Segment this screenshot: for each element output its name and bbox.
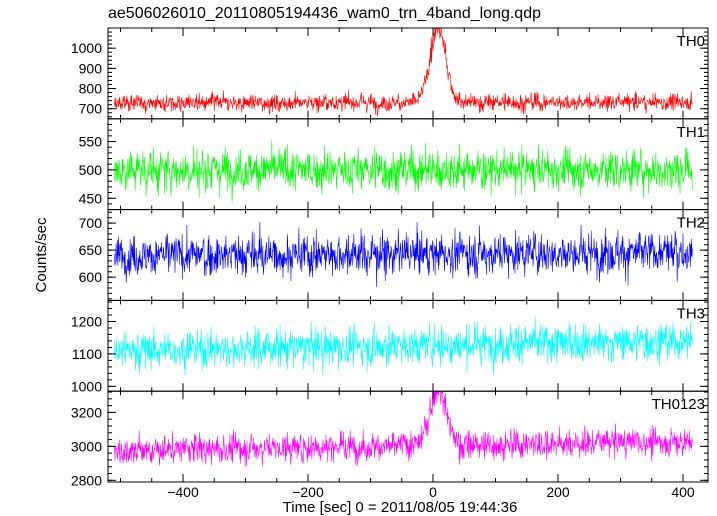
x-tick-label: 200 [546,484,570,500]
panel-frame [107,390,709,483]
y-tick-label: 3000 [71,438,102,454]
y-tick-label: 1200 [71,313,102,329]
y-tick-label: 650 [79,242,103,258]
panel-label-th2: TH2 [677,215,705,232]
y-axis-label: Counts/sec [33,217,50,293]
chart-title: ae506026010_20110805194436_wam0_trn_4ban… [108,5,541,22]
y-tick-label: 700 [79,101,103,117]
panel-frame [107,118,709,211]
y-tick-label: 1100 [72,346,102,362]
panel-th0: 700 800 900 1000 TH0 [71,27,709,120]
y-tick-label: 1000 [71,40,102,56]
series-line-th3 [113,316,693,376]
series-line-th0 [113,28,693,116]
y-tick-label: 600 [79,269,103,285]
panel-label-th0123: TH0123 [652,396,705,413]
panel-th2: 600 650 700 TH2 [79,209,709,301]
y-tick-label: 800 [79,81,103,97]
series-line-th0123 [113,391,693,467]
y-tick-label: 900 [79,60,103,76]
x-tick-label: −200 [292,484,324,500]
y-tick-label: 550 [79,134,103,150]
y-tick-label: 450 [79,190,103,206]
x-tick-label: −400 [167,484,199,500]
panel-th3: 1000 1100 1200 TH3 [71,299,709,394]
x-tick-label: 400 [671,484,695,500]
panel-th0123: 2800 3000 3200 TH0123 [71,390,709,488]
y-tick-label: 700 [79,215,103,231]
x-axis-label: Time [sec] 0 = 2011/08/05 19:44:36 [283,499,518,516]
x-tick-label: 0 [429,484,437,500]
panel-label-th0: TH0 [677,33,705,50]
series-line-th2 [113,221,693,287]
y-tick-label: 1000 [71,378,102,394]
panel-th1: 450 500 550 TH1 [79,118,709,211]
y-tick-label: 3200 [71,404,102,420]
y-tick-label: 2800 [71,472,102,488]
y-tick-label: 500 [79,162,103,178]
panel-label-th3: TH3 [677,305,705,322]
panels-group: 700 800 900 1000 TH0 450 500 550 TH1 600 650 700 TH2… [71,27,709,500]
panel-label-th1: TH1 [677,124,705,141]
series-line-th1 [113,140,693,202]
